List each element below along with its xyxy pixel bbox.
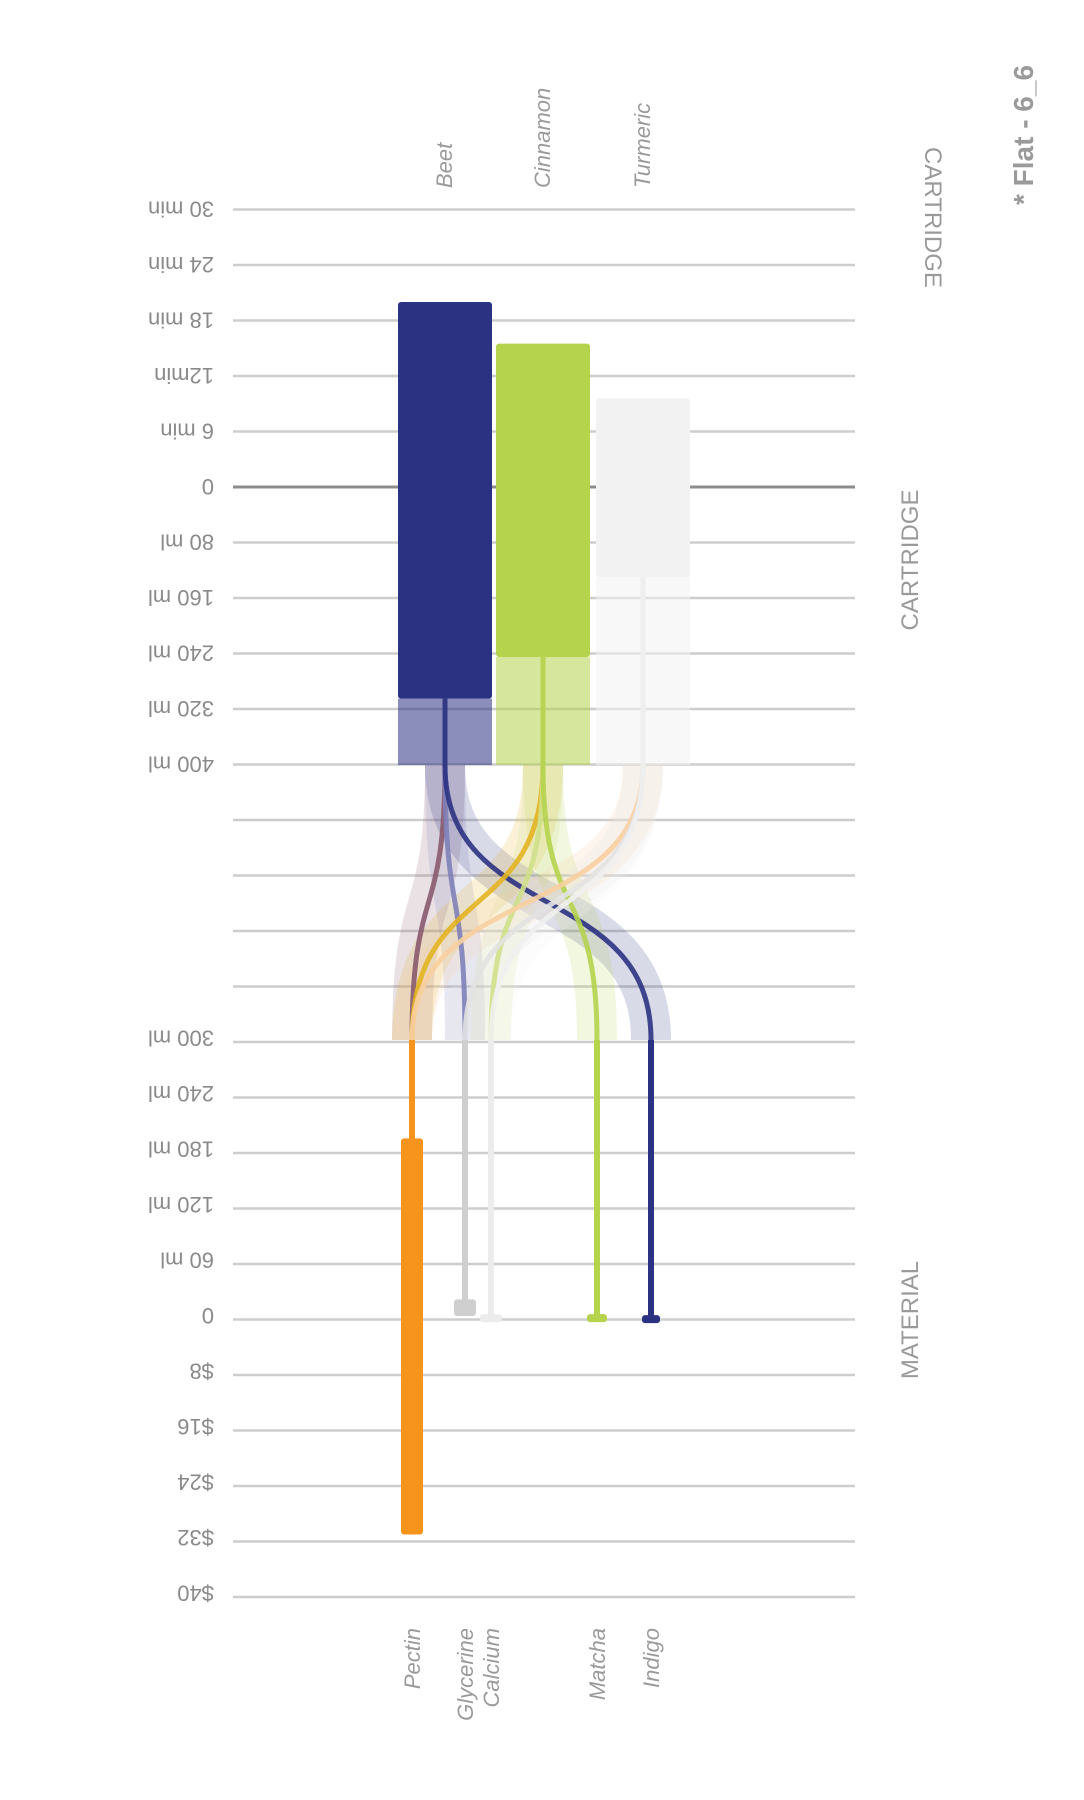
material-bar-pectin [401, 1138, 423, 1535]
section-label-cartridge-v: CARTRIDGE [897, 490, 924, 631]
material-stem-matcha [594, 1040, 600, 1316]
tick-label: 12min [154, 363, 214, 388]
section-label-material: MATERIAL [897, 1261, 924, 1379]
material-stem-calcium [488, 1040, 494, 1316]
tick-label: 180 ml [148, 1137, 214, 1162]
tick-label: 30 min [148, 197, 214, 222]
material-bar-matcha [587, 1314, 607, 1323]
flow-line-beet-glycerine [442, 698, 468, 1316]
tick-label: 80 ml [160, 530, 214, 555]
tick-label: 120 ml [148, 1192, 214, 1217]
cartridge-bar-cinnamon [496, 343, 590, 657]
corner-title: * Flat - 6_6 [1008, 65, 1039, 205]
flow-line-cinnamon-calcium [488, 656, 546, 1316]
material-label-indigo: Indigo [639, 1628, 664, 1688]
tick-label: 320 ml [148, 696, 214, 721]
cartridge-bar-beet [398, 302, 492, 699]
tick-label: 18 min [148, 308, 214, 333]
nodes [398, 302, 690, 1535]
category-labels: Beet Cinnamon Turmeric Pectin Glycerine Calci… [400, 88, 664, 1721]
tick-label: 6 min [160, 419, 214, 444]
flow-line-cinnamon-pectin [409, 656, 546, 1316]
material-label-matcha: Matcha [585, 1628, 610, 1700]
material-stem-glycerine [462, 1040, 468, 1316]
tick-label: $16 [177, 1414, 214, 1439]
tick-label: 160 ml [148, 585, 214, 610]
tick-label: $24 [177, 1470, 214, 1495]
tick-label: 240 ml [148, 1081, 214, 1106]
grid-lines [233, 208, 855, 1599]
cartridge-label-turmeric: Turmeric [630, 103, 655, 188]
tick-label: $32 [177, 1525, 214, 1550]
tick-label: 0 [202, 1303, 214, 1328]
tick-label: 300 ml [148, 1026, 214, 1051]
tick-label: 400 ml [148, 752, 214, 777]
flow-lines [409, 577, 654, 1316]
cartridge-label-beet: Beet [432, 142, 457, 188]
material-bar-indigo [642, 1315, 660, 1324]
tick-label: $8 [190, 1359, 214, 1384]
material-label-calcium: Calcium [479, 1628, 504, 1707]
section-label-cartridge: CARTRIDGE [919, 147, 946, 288]
material-label-pectin: Pectin [400, 1628, 425, 1689]
tick-label: 24 min [148, 252, 214, 277]
tick-label: 240 ml [148, 641, 214, 666]
flow-line-turmeric-calcium [488, 577, 646, 1316]
material-label-glycerine: Glycerine [453, 1628, 478, 1721]
cartridge-bar-turmeric [596, 398, 690, 578]
flow-line-beet-indigo [442, 698, 654, 1316]
material-stem-indigo [648, 1040, 654, 1316]
tick-label: 0 [202, 474, 214, 499]
material-stem-pectin [409, 1040, 415, 1316]
tick-label: 60 ml [160, 1248, 214, 1273]
tick-label: $40 [177, 1581, 214, 1606]
cartridge-label-cinnamon: Cinnamon [530, 88, 555, 188]
tick-labels: 0 6 min 12min 18 min 24 min 30 min 80 ml 160 ml… [148, 197, 214, 1606]
material-bar-calcium [480, 1314, 502, 1323]
